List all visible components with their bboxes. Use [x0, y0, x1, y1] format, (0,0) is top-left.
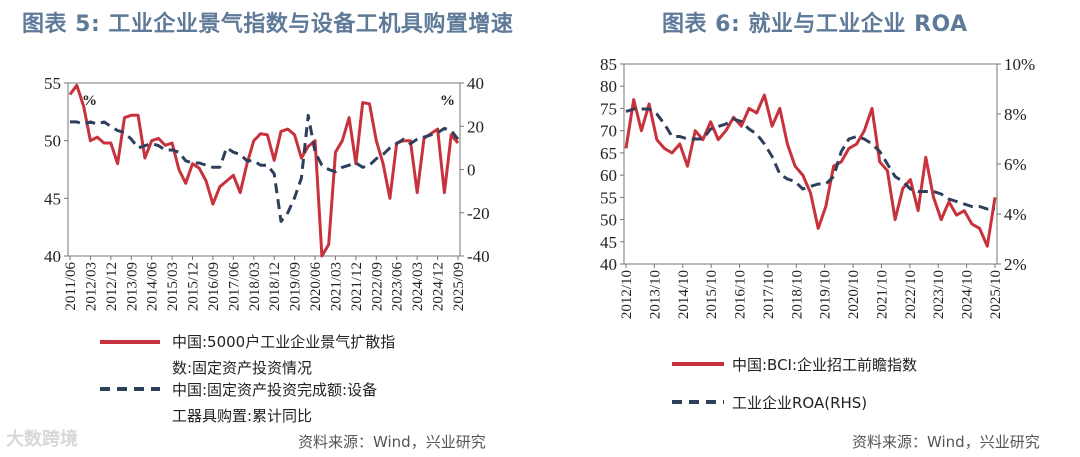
x-tick-label: 2019/09 — [288, 262, 304, 311]
y-left-tick-label: 55 — [44, 74, 61, 93]
x-tick-label: 2018/12 — [267, 262, 283, 311]
legend-entry-bci-label: 中国:BCI:企业招工前瞻指数 — [732, 356, 918, 374]
source-note: 资料来源：Wind，兴业研究 — [298, 433, 486, 451]
y-right-tick-label: 0 — [467, 161, 476, 180]
y-left-tick-label: 65 — [600, 144, 617, 163]
y-left-tick-label: 45 — [44, 189, 61, 208]
y-right-tick-label: 20 — [467, 117, 484, 136]
y-left-tick-label: 40 — [600, 255, 617, 274]
source-note: 资料来源：Wind，兴业研究 — [852, 433, 1040, 451]
y-right-tick-label: 10% — [1004, 55, 1035, 74]
x-tick-label: 2017/06 — [226, 262, 242, 312]
y-left-unit-label: % — [82, 93, 97, 109]
x-tick-label: 2015/12 — [186, 262, 202, 311]
y-left-tick-label: 50 — [600, 211, 617, 230]
x-tick-label: 2024/12 — [431, 262, 447, 311]
legend-entry-roa-label: 工业企业ROA(RHS) — [732, 394, 868, 412]
x-tick-label: 2016/09 — [206, 262, 222, 311]
y-right-unit-label: % — [440, 93, 455, 109]
x-tick-label: 2013/09 — [124, 262, 140, 311]
y-left-tick-label: 45 — [600, 233, 617, 252]
x-tick-label: 2014/06 — [145, 262, 161, 312]
x-tick-label: 2023/10 — [931, 270, 947, 319]
x-tick-label: 2022/09 — [369, 262, 385, 311]
x-tick-label: 2018/10 — [789, 270, 805, 319]
x-tick-label: 2019/10 — [818, 270, 834, 319]
y-left-tick-label: 80 — [600, 77, 617, 96]
x-tick-label: 2023/06 — [390, 262, 406, 312]
legend-entry-bci-label-1: 中国:5000户工业企业景气扩散指 数:固定资产投资情况 — [172, 333, 396, 377]
x-tick-label: 2021/03 — [328, 262, 344, 311]
series-line-primary — [68, 83, 460, 258]
y-right-tick-label: -20 — [467, 204, 490, 223]
x-tick-label: 2020/10 — [846, 270, 862, 319]
y-left-tick-label: 60 — [600, 166, 617, 185]
x-tick-label: 2012/12 — [104, 262, 120, 311]
chart-title: 图表 6: 就业与工业企业 ROA — [662, 12, 968, 37]
x-tick-label: 2024/03 — [410, 262, 426, 311]
y-right-tick-label: -40 — [467, 247, 490, 266]
plot-frame — [623, 63, 998, 265]
x-tick-label: 2016/10 — [733, 270, 749, 319]
x-tick-label: 2021/12 — [349, 262, 365, 311]
chart-title: 图表 5: 工业企业景气指数与设备工机具购置增速 — [22, 12, 514, 37]
x-tick-label: 2013/10 — [647, 270, 663, 319]
watermark: 大数跨境 — [6, 429, 78, 450]
y-right-tick-label: 2% — [1004, 255, 1027, 274]
y-right-tick-label: 6% — [1004, 155, 1027, 174]
x-tick-label: 2015/03 — [165, 262, 181, 311]
x-tick-label: 2012/10 — [619, 270, 635, 319]
y-right-tick-label: 40 — [467, 74, 484, 93]
series-line-primary — [624, 93, 997, 248]
y-left-tick-label: 85 — [600, 55, 617, 74]
y-left-tick-label: 40 — [44, 247, 61, 266]
y-left-tick-label: 70 — [600, 122, 617, 141]
y-left-tick-label: 75 — [600, 99, 617, 118]
legend-entry-equipment-label: 中国:固定资产投资完成额:设备 工器具购置:累计同比 — [172, 381, 378, 425]
x-tick-label: 2021/10 — [874, 270, 890, 319]
y-right-tick-label: 8% — [1004, 105, 1027, 124]
x-tick-label: 2015/10 — [704, 270, 720, 319]
x-tick-label: 2014/10 — [676, 270, 692, 319]
x-tick-label: 2022/10 — [903, 270, 919, 319]
y-right-tick-label: 4% — [1004, 205, 1027, 224]
x-tick-label: 2025/10 — [988, 270, 1004, 319]
x-tick-label: 2020/06 — [308, 262, 324, 312]
x-tick-label: 2017/10 — [761, 270, 777, 319]
y-left-tick-label: 55 — [600, 188, 617, 207]
y-left-tick-label: 50 — [44, 132, 61, 151]
plot-frame — [67, 82, 461, 257]
x-tick-label: 2018/03 — [247, 262, 263, 311]
x-tick-label: 2025/09 — [451, 262, 467, 311]
x-tick-label: 2024/10 — [960, 270, 976, 319]
x-tick-label: 2012/03 — [83, 262, 99, 311]
series-line-secondary — [70, 113, 460, 223]
x-tick-label: 2011/06 — [63, 262, 79, 311]
